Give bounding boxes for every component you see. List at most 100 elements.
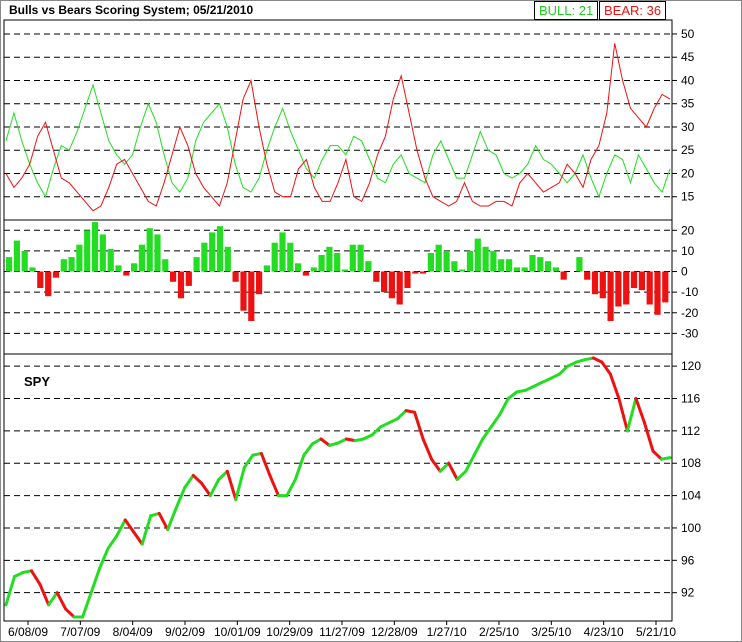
price-segment (89, 566, 102, 595)
diff-tick-label: -20 (681, 306, 699, 320)
price-segment (81, 591, 93, 619)
price-segment (566, 360, 578, 368)
price-segment (311, 437, 323, 446)
diff-bar (302, 271, 309, 276)
diff-bar (537, 257, 544, 272)
score-tick-label: 50 (681, 27, 695, 41)
price-segment (98, 546, 110, 570)
price-segment (523, 384, 536, 392)
diff-bar (357, 244, 364, 272)
price-segment (115, 518, 127, 538)
price-segment (183, 473, 195, 489)
price-segment (617, 397, 629, 433)
diff-bar (388, 271, 395, 299)
diff-bar (193, 257, 200, 272)
price-segment (38, 583, 51, 607)
diff-bar (256, 271, 263, 295)
diff-bar (115, 265, 122, 272)
price-segment (447, 461, 459, 481)
price-tick-label: 112 (681, 424, 700, 438)
diff-bar (646, 271, 653, 305)
x-tick-label: 2/25/10 (479, 625, 519, 639)
diff-bar (654, 271, 661, 315)
diff-tick-label: 20 (681, 223, 695, 237)
diff-bar (427, 253, 434, 272)
price-segment (660, 456, 672, 461)
x-tick-label: 3/25/10 (531, 625, 571, 639)
price-segment (140, 514, 153, 546)
price-segment (55, 591, 68, 611)
series-line-bear (5, 43, 671, 212)
diff-bar (154, 234, 161, 272)
diff-bar (240, 271, 247, 311)
price-segment (47, 591, 59, 607)
diff-bar (513, 267, 520, 272)
x-tick-label: 4/23/10 (584, 625, 624, 639)
diff-bar (482, 246, 489, 272)
score-tick-label: 20 (681, 166, 695, 180)
diff-bar (623, 271, 630, 305)
diff-bar (412, 271, 419, 274)
price-segment (106, 534, 119, 550)
diff-bar (451, 261, 458, 272)
diff-bar (295, 263, 302, 272)
diff-bar (490, 250, 497, 272)
diff-bar (545, 261, 552, 272)
diff-tick-label: 0 (681, 265, 688, 279)
price-segment (157, 511, 170, 532)
price-segment (319, 437, 331, 447)
diff-bar (131, 263, 138, 272)
price-segment (540, 376, 553, 384)
price-segment (259, 452, 272, 477)
diff-bar (529, 255, 536, 272)
price-segment (225, 469, 238, 502)
price-segment (166, 506, 178, 532)
diff-bar (6, 257, 13, 272)
price-segment (643, 421, 655, 453)
series-line-bull (5, 83, 671, 199)
diff-bar (420, 271, 427, 274)
price-segment (438, 461, 451, 473)
diff-tick-label: 10 (681, 244, 695, 258)
price-segment (600, 360, 612, 376)
price-segment (421, 437, 434, 461)
x-tick-label: 10/29/09 (266, 625, 313, 639)
diff-tick-label: -10 (681, 285, 699, 299)
diff-bar (662, 271, 669, 303)
diff-bar (443, 250, 450, 272)
price-segment (242, 453, 255, 469)
diff-bar (216, 226, 224, 272)
price-segment (455, 469, 468, 481)
price-tick-label: 96 (681, 553, 695, 567)
diff-bar (560, 271, 567, 280)
x-tick-label: 8/04/09 (113, 625, 153, 639)
diff-bar (162, 259, 169, 272)
score-tick-label: 30 (681, 120, 695, 134)
price-segment (430, 457, 442, 473)
diff-bar (76, 244, 83, 272)
price-segment (174, 486, 187, 510)
price-segment (191, 473, 204, 485)
series-label-spy: SPY (24, 374, 51, 389)
diff-bar (13, 240, 20, 272)
price-tick-label: 120 (681, 359, 701, 373)
diff-bar (279, 232, 286, 272)
diff-bar (52, 271, 60, 278)
score-tick-label: 15 (681, 190, 695, 204)
diff-bar (123, 271, 130, 276)
x-tick-label: 7/07/09 (60, 625, 100, 639)
diff-bar (310, 267, 317, 272)
price-segment (293, 453, 306, 481)
score-tick-label: 35 (681, 97, 695, 111)
diff-bar (404, 271, 411, 288)
diff-bar (170, 271, 177, 282)
price-segment (64, 607, 76, 619)
diff-bar (521, 267, 528, 272)
diff-bar (599, 271, 606, 299)
price-segment (481, 425, 493, 441)
diff-bar (318, 255, 325, 272)
price-segment (217, 469, 229, 481)
price-segment (13, 571, 25, 578)
price-segment (208, 477, 221, 498)
diff-bar (607, 271, 614, 321)
